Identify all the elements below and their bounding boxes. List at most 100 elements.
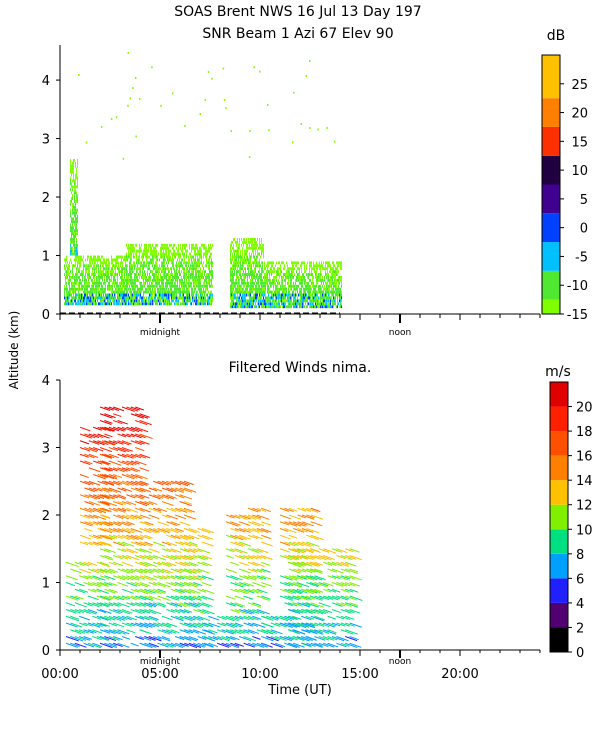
snr-cell xyxy=(179,267,180,271)
snr-cell xyxy=(79,264,80,268)
snr-cell xyxy=(99,281,100,285)
snr-cell xyxy=(315,302,316,306)
snr-cell xyxy=(309,264,310,268)
snr-cell xyxy=(271,261,272,265)
wind-barb xyxy=(297,541,311,547)
snr-cell xyxy=(77,220,78,224)
snr-cell xyxy=(278,278,279,282)
snr-cell xyxy=(77,243,78,247)
snr-cell xyxy=(110,296,111,300)
wind-barb xyxy=(97,494,110,500)
snr-cell xyxy=(340,290,341,294)
snr-cell xyxy=(305,296,306,300)
snr-cell xyxy=(88,255,89,259)
snr-cell xyxy=(323,287,324,291)
snr-cell xyxy=(239,243,240,247)
wind-barb xyxy=(99,575,110,580)
snr-cell xyxy=(84,275,85,279)
snr-cell xyxy=(335,290,336,294)
snr-cell xyxy=(192,293,193,297)
wind-barb xyxy=(170,642,184,649)
snr-cell xyxy=(103,261,104,265)
snr-cell xyxy=(150,293,151,297)
snr-cell xyxy=(152,258,153,262)
snr-cell xyxy=(288,275,289,279)
snr-cell xyxy=(254,261,255,265)
snr-cell xyxy=(158,275,159,279)
snr-cell xyxy=(76,273,77,276)
snr-cell xyxy=(273,261,274,265)
snr-cell xyxy=(130,281,131,285)
snr-cell xyxy=(79,293,80,297)
snr-cell xyxy=(320,290,321,294)
wind-barb xyxy=(126,521,135,526)
snr-cell xyxy=(71,287,72,291)
snr-cell xyxy=(202,243,203,247)
snr-cell xyxy=(137,299,138,303)
snr-colorbar-band xyxy=(542,126,560,156)
snr-cell xyxy=(262,293,263,297)
snr-cell xyxy=(255,240,256,244)
snr-cell xyxy=(295,290,296,294)
snr-cell xyxy=(323,261,324,265)
snr-cell xyxy=(103,287,104,291)
snr-cell xyxy=(286,299,287,303)
snr-cell xyxy=(90,296,91,300)
snr-cell xyxy=(256,246,257,250)
snr-cell xyxy=(74,182,75,186)
wind-barb xyxy=(144,622,156,628)
snr-cell xyxy=(71,182,72,186)
snr-cell xyxy=(79,267,80,271)
snr-cell xyxy=(98,255,99,259)
snr-cell xyxy=(246,246,247,250)
snr-cell xyxy=(98,258,99,262)
snr-cell xyxy=(328,296,329,300)
wind-barb xyxy=(183,501,193,505)
snr-cell xyxy=(72,220,73,224)
wind-barb xyxy=(117,514,129,520)
snr-cell xyxy=(69,261,70,265)
snr-cell xyxy=(341,290,342,294)
wind-barb xyxy=(161,636,171,640)
snr-cell xyxy=(231,278,232,282)
snr-cell xyxy=(122,299,123,303)
snr-cell xyxy=(230,278,231,282)
snr-cell xyxy=(204,302,205,306)
wind-barb xyxy=(101,480,115,486)
wind-barb xyxy=(225,548,235,553)
snr-cell xyxy=(109,267,110,271)
snr-cell xyxy=(338,270,339,274)
snr-cell xyxy=(166,278,167,282)
snr-cell xyxy=(176,296,177,300)
snr-segment xyxy=(70,159,78,256)
wind-barb xyxy=(243,582,255,587)
snr-cell xyxy=(203,299,204,303)
wind-barb xyxy=(101,521,113,526)
snr-cell xyxy=(232,287,233,291)
snr-speckle xyxy=(171,92,174,95)
snr-cell xyxy=(298,299,299,303)
snr-cell xyxy=(72,211,73,215)
snr-cell xyxy=(296,270,297,274)
snr-cell xyxy=(148,284,149,288)
snr-cell xyxy=(264,302,265,306)
snr-cell xyxy=(242,252,243,256)
wind-barb xyxy=(96,622,107,627)
snr-cell xyxy=(284,287,285,291)
snr-cell xyxy=(235,240,236,244)
snr-cell xyxy=(152,261,153,265)
snr-cell xyxy=(291,293,292,297)
snr-cell xyxy=(77,293,78,297)
snr-cell xyxy=(303,299,304,303)
snr-cell xyxy=(153,284,154,288)
snr-cell xyxy=(90,299,91,303)
snr-cell xyxy=(334,264,335,268)
snr-cell xyxy=(72,208,73,212)
snr-cell xyxy=(165,258,166,262)
snr-cell xyxy=(102,255,103,259)
snr-cell xyxy=(142,302,143,306)
snr-cell xyxy=(109,284,110,288)
snr-cell xyxy=(146,243,147,247)
snr-cell xyxy=(155,284,156,288)
snr-cell xyxy=(264,287,265,291)
